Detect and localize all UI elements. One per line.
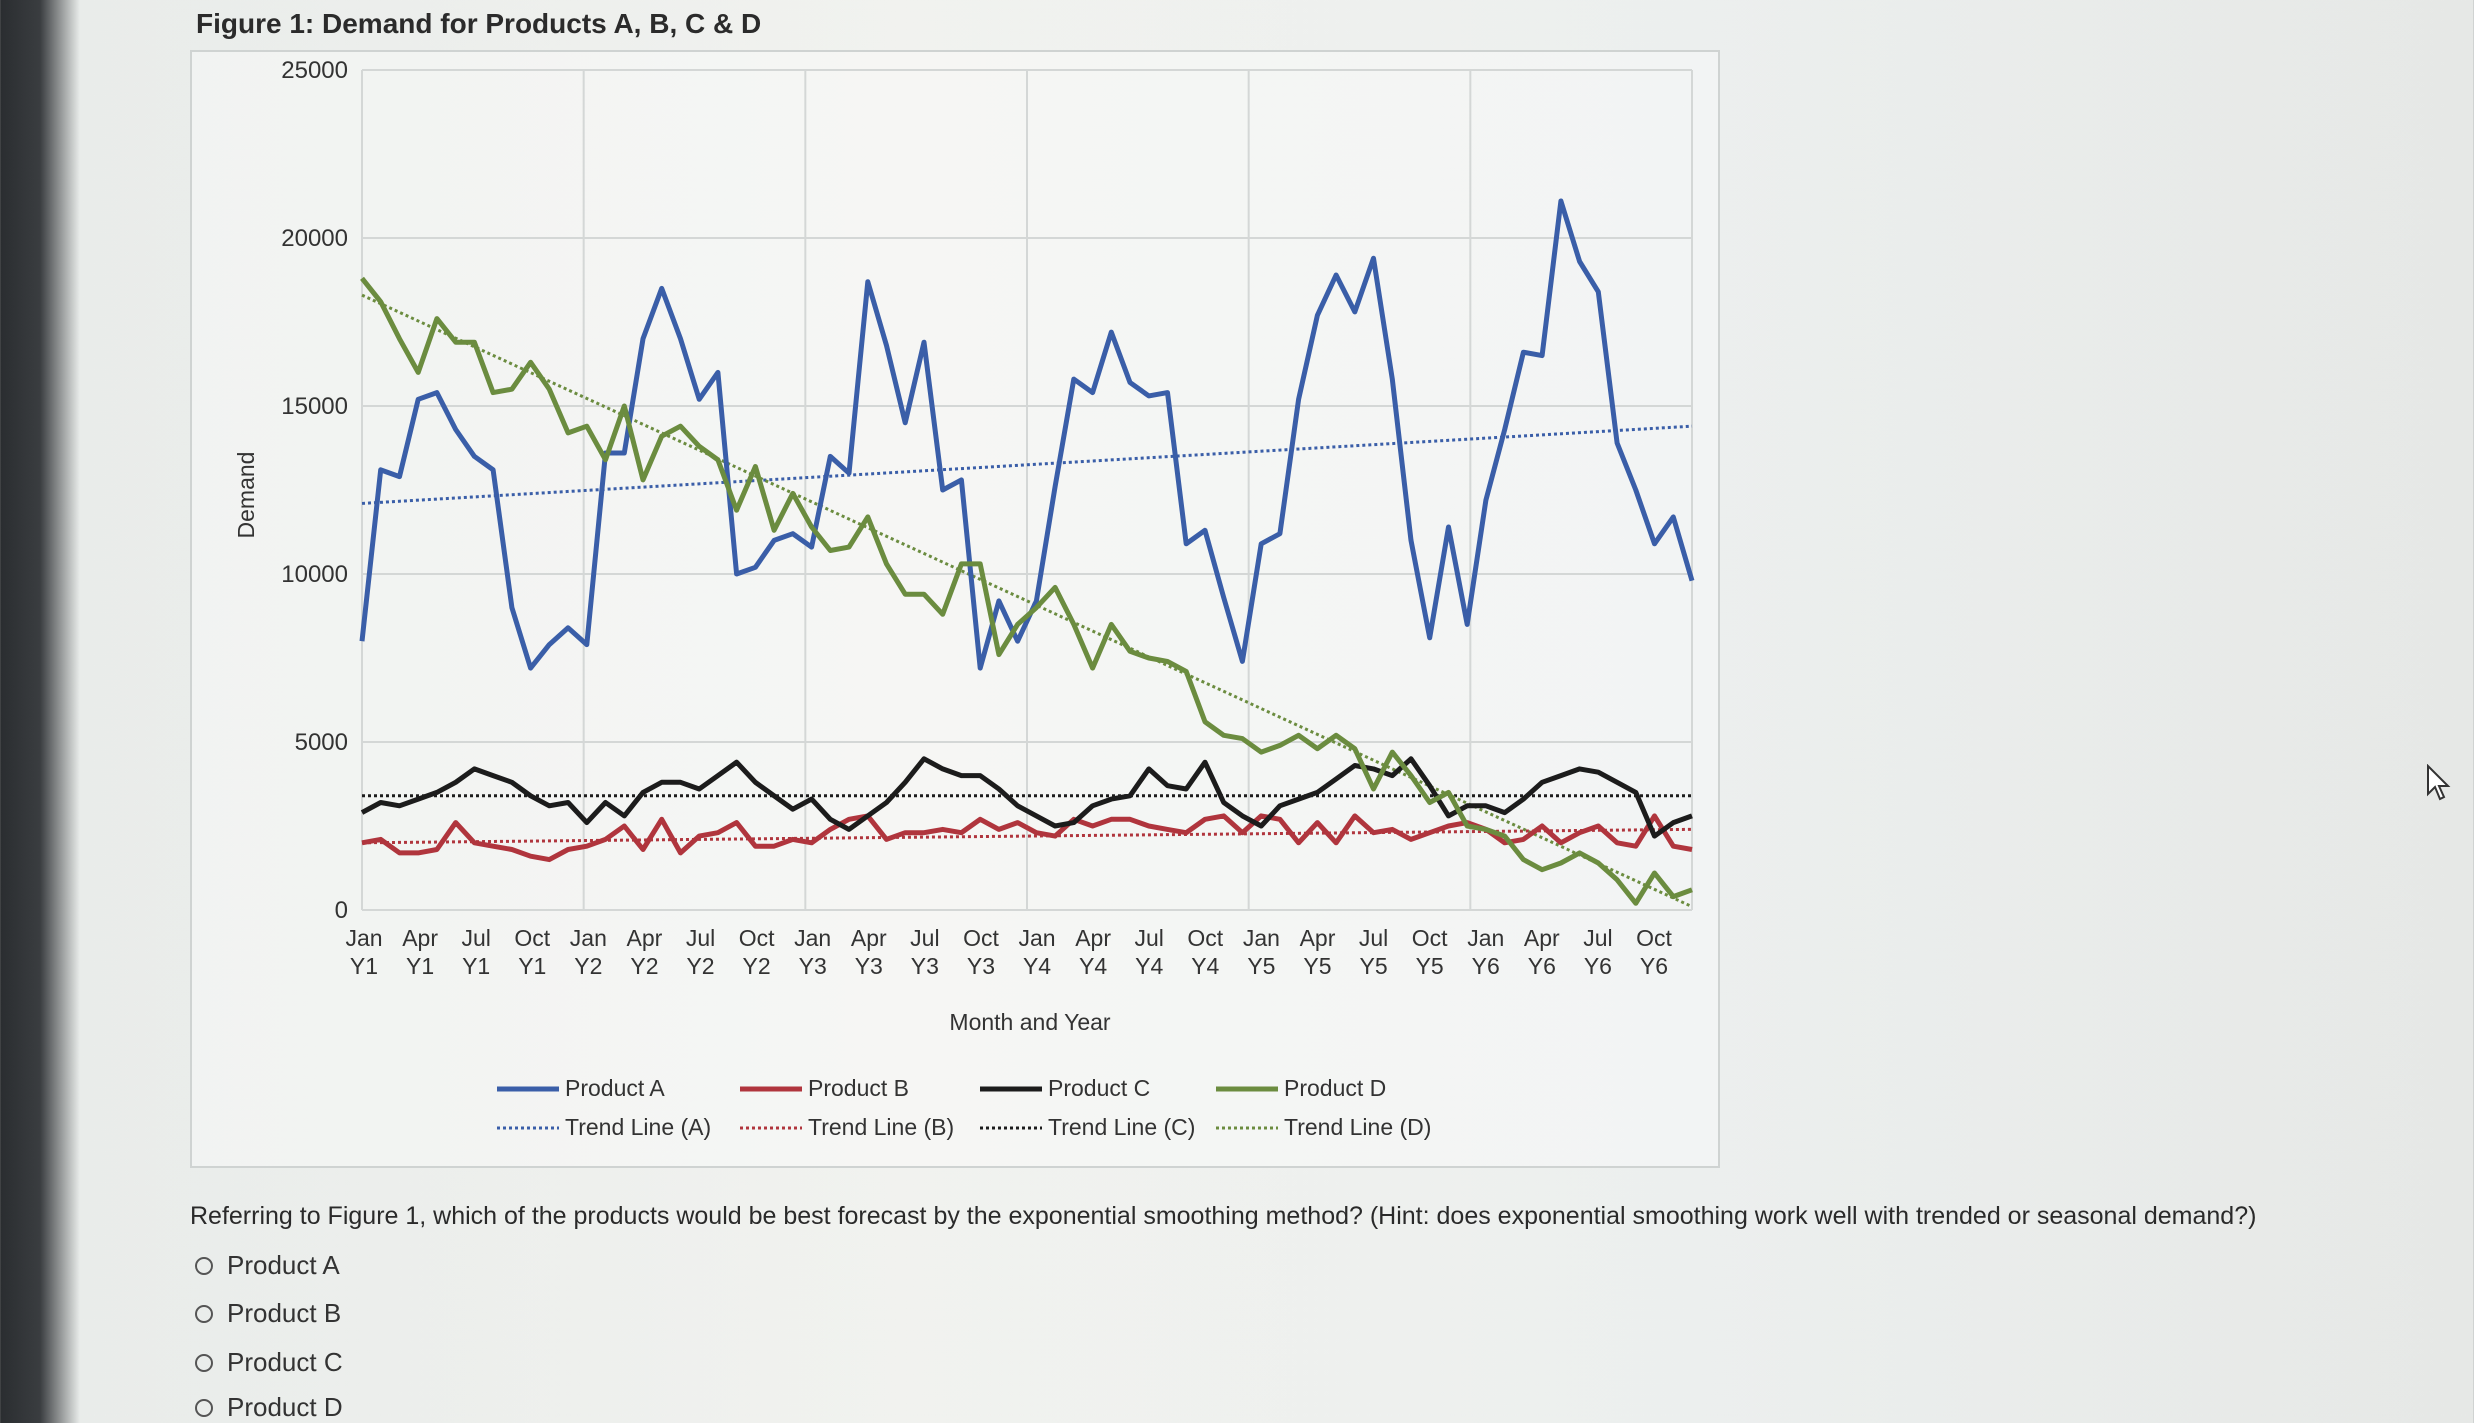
option-product-a[interactable]: Product A (195, 1250, 340, 1281)
x-tick-year: Y6 (1472, 953, 1500, 979)
x-tick-year: Y4 (1023, 953, 1051, 979)
option-product-c[interactable]: Product C (195, 1347, 343, 1378)
x-tick-month: Jan (345, 925, 382, 951)
x-tick-month: Jul (1135, 925, 1164, 951)
x-axis-ticks: JanY1AprY1JulY1OctY1JanY2AprY2JulY2OctY2… (345, 925, 1672, 979)
x-tick-month: Oct (963, 925, 999, 951)
option-label: Product A (227, 1250, 340, 1280)
x-tick-month: Jul (1359, 925, 1388, 951)
product-a-line (359, 198, 1695, 671)
x-tick-month: Apr (851, 925, 887, 951)
legend-label-trend-line-b: Trend Line (B) (808, 1114, 954, 1140)
x-axis-label: Month and Year (949, 1009, 1110, 1035)
x-tick-year: Y2 (630, 953, 658, 979)
x-tick-year: Y5 (1416, 953, 1444, 979)
x-tick-month: Oct (739, 925, 775, 951)
x-tick-year: Y4 (1191, 953, 1219, 979)
y-tick-label: 20000 (281, 225, 348, 252)
x-tick-year: Y3 (911, 953, 939, 979)
x-tick-year: Y5 (1247, 953, 1275, 979)
legend-label-trend-line-c: Trend Line (C) (1048, 1114, 1195, 1140)
legend-label-product-c: Product C (1048, 1075, 1150, 1101)
y-tick-label: 10000 (281, 561, 348, 588)
x-tick-month: Jul (1583, 925, 1612, 951)
mouse-cursor-icon (2427, 764, 2451, 801)
figure-title: Figure 1: Demand for Products A, B, C & … (196, 8, 762, 39)
x-tick-year: Y4 (1135, 953, 1163, 979)
x-tick-month: Jul (910, 925, 939, 951)
x-tick-year: Y5 (1303, 953, 1331, 979)
x-tick-year: Y2 (743, 953, 771, 979)
product-c-line (360, 756, 1693, 839)
x-tick-year: Y1 (406, 953, 434, 979)
x-tick-month: Jul (461, 925, 490, 951)
x-tick-month: Jul (686, 925, 715, 951)
x-tick-year: Y1 (350, 953, 378, 979)
option-label: Product B (227, 1298, 342, 1328)
y-tick-label: 5000 (295, 729, 348, 756)
y-axis-label: Demand (233, 452, 259, 539)
option-label: Product D (227, 1392, 343, 1422)
x-tick-year: Y4 (1079, 953, 1107, 979)
y-tick-label: 15000 (281, 393, 348, 420)
legend: Product A Product B Product C Product D Tren… (497, 1075, 1431, 1140)
x-tick-month: Apr (1524, 925, 1560, 951)
product-b-line (361, 813, 1693, 863)
x-tick-year: Y1 (462, 953, 490, 979)
data-series (359, 198, 1695, 906)
x-tick-month: Apr (1300, 925, 1336, 951)
option-product-b[interactable]: Product B (195, 1298, 341, 1329)
x-tick-year: Y6 (1584, 953, 1612, 979)
x-tick-month: Apr (627, 925, 663, 951)
x-tick-month: Jan (1467, 925, 1504, 951)
option-product-d[interactable]: Product D (195, 1392, 343, 1423)
legend-label-trend-line-d: Trend Line (D) (1284, 1114, 1431, 1140)
radio-icon[interactable] (195, 1256, 213, 1275)
radio-icon[interactable] (195, 1304, 213, 1323)
question-text: Referring to Figure 1, which of the prod… (190, 1202, 2257, 1230)
x-tick-month: Jan (1018, 925, 1055, 951)
x-tick-month: Jan (794, 925, 831, 951)
x-tick-month: Apr (1075, 925, 1111, 951)
x-tick-year: Y3 (799, 953, 827, 979)
x-tick-year: Y1 (518, 953, 546, 979)
x-tick-month: Jan (1243, 925, 1280, 951)
x-tick-month: Jan (570, 925, 607, 951)
x-tick-year: Y3 (967, 953, 995, 979)
option-label: Product C (227, 1347, 343, 1377)
y-tick-label: 25000 (281, 57, 348, 84)
legend-label-product-b: Product B (808, 1075, 909, 1101)
radio-icon[interactable] (195, 1353, 213, 1372)
x-tick-year: Y3 (855, 953, 883, 979)
legend-label-product-a: Product A (565, 1075, 665, 1101)
x-tick-year: Y6 (1640, 953, 1668, 979)
y-axis-ticks: 25000 20000 15000 10000 5000 0 (281, 57, 348, 924)
grid-lines (361, 69, 1693, 911)
x-tick-month: Oct (1412, 925, 1448, 951)
radio-icon[interactable] (195, 1398, 213, 1417)
x-tick-month: Oct (1187, 925, 1223, 951)
legend-label-trend-line-a: Trend Line (A) (565, 1114, 711, 1140)
x-tick-year: Y2 (574, 953, 602, 979)
x-tick-month: Oct (514, 925, 550, 951)
x-tick-year: Y2 (686, 953, 714, 979)
x-tick-year: Y5 (1359, 953, 1387, 979)
x-tick-month: Oct (1636, 925, 1672, 951)
chart-area: 25000 20000 15000 10000 5000 0 Jan Y1 Apr Y1 Jul Y… (190, 50, 1720, 1168)
x-tick-month: Apr (402, 925, 438, 951)
legend-label-product-d: Product D (1284, 1075, 1386, 1101)
y-tick-label: 0 (335, 897, 348, 924)
product-d-line (360, 276, 1693, 906)
trend-line-a (361, 424, 1693, 505)
x-tick-year: Y6 (1528, 953, 1556, 979)
